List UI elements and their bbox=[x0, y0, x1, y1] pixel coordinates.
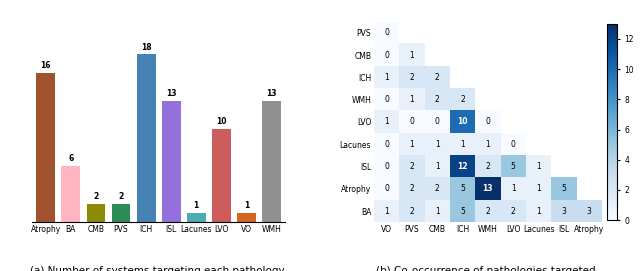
Text: 0: 0 bbox=[384, 162, 389, 171]
Text: 1: 1 bbox=[435, 207, 440, 215]
Text: 10: 10 bbox=[458, 117, 468, 127]
Text: 16: 16 bbox=[40, 61, 51, 70]
Text: 12: 12 bbox=[458, 162, 468, 171]
Bar bbox=[162, 101, 180, 222]
Text: 1: 1 bbox=[194, 201, 199, 210]
Bar bbox=[262, 101, 281, 222]
Text: 2: 2 bbox=[511, 207, 516, 215]
Text: 5: 5 bbox=[511, 162, 516, 171]
Bar bbox=[237, 213, 256, 222]
Text: 2: 2 bbox=[460, 95, 465, 104]
Text: 1: 1 bbox=[435, 140, 440, 149]
Text: 1: 1 bbox=[410, 95, 414, 104]
Bar bbox=[36, 73, 55, 222]
Text: 0: 0 bbox=[384, 184, 389, 193]
Bar bbox=[187, 213, 205, 222]
Text: 1: 1 bbox=[486, 140, 490, 149]
Text: 1: 1 bbox=[410, 51, 414, 60]
Text: 0: 0 bbox=[384, 140, 389, 149]
Text: 2: 2 bbox=[486, 162, 490, 171]
Text: 10: 10 bbox=[216, 117, 227, 126]
Text: 2: 2 bbox=[93, 192, 99, 201]
Text: 1: 1 bbox=[536, 184, 541, 193]
Text: 6: 6 bbox=[68, 154, 74, 163]
Text: 0: 0 bbox=[486, 117, 490, 127]
Bar bbox=[212, 129, 231, 222]
Text: 2: 2 bbox=[118, 192, 124, 201]
Text: 2: 2 bbox=[410, 184, 414, 193]
Text: 0: 0 bbox=[384, 28, 389, 37]
Text: 2: 2 bbox=[435, 95, 440, 104]
Text: (b) Co-occurrence of pathologies targeted.: (b) Co-occurrence of pathologies targete… bbox=[376, 266, 600, 271]
Text: 5: 5 bbox=[460, 184, 465, 193]
Text: 2: 2 bbox=[486, 207, 490, 215]
Text: (a) Number of systems targeting each pathology.: (a) Number of systems targeting each pat… bbox=[30, 266, 287, 271]
Text: 1: 1 bbox=[511, 184, 516, 193]
Text: 1: 1 bbox=[536, 162, 541, 171]
Bar bbox=[61, 166, 80, 222]
Text: 0: 0 bbox=[511, 140, 516, 149]
Text: 2: 2 bbox=[410, 162, 414, 171]
Text: 1: 1 bbox=[384, 207, 389, 215]
Text: 2: 2 bbox=[435, 73, 440, 82]
Text: 1: 1 bbox=[536, 207, 541, 215]
Text: 0: 0 bbox=[410, 117, 414, 127]
Bar bbox=[137, 54, 156, 222]
Text: 3: 3 bbox=[561, 207, 566, 215]
Text: 1: 1 bbox=[460, 140, 465, 149]
Text: 5: 5 bbox=[561, 184, 566, 193]
Text: 1: 1 bbox=[435, 162, 440, 171]
Text: 1: 1 bbox=[384, 117, 389, 127]
Text: 13: 13 bbox=[266, 89, 276, 98]
Text: 3: 3 bbox=[587, 207, 591, 215]
Text: 0: 0 bbox=[435, 117, 440, 127]
Text: 1: 1 bbox=[410, 140, 414, 149]
Text: 2: 2 bbox=[410, 207, 414, 215]
Text: 0: 0 bbox=[384, 51, 389, 60]
Bar bbox=[86, 204, 106, 222]
Text: 2: 2 bbox=[410, 73, 414, 82]
Text: 13: 13 bbox=[483, 184, 493, 193]
Text: 0: 0 bbox=[384, 95, 389, 104]
Bar bbox=[111, 204, 131, 222]
Text: 13: 13 bbox=[166, 89, 177, 98]
Text: 1: 1 bbox=[384, 73, 389, 82]
Text: 2: 2 bbox=[435, 184, 440, 193]
Text: 5: 5 bbox=[460, 207, 465, 215]
Text: 18: 18 bbox=[141, 43, 152, 51]
Text: 1: 1 bbox=[244, 201, 249, 210]
